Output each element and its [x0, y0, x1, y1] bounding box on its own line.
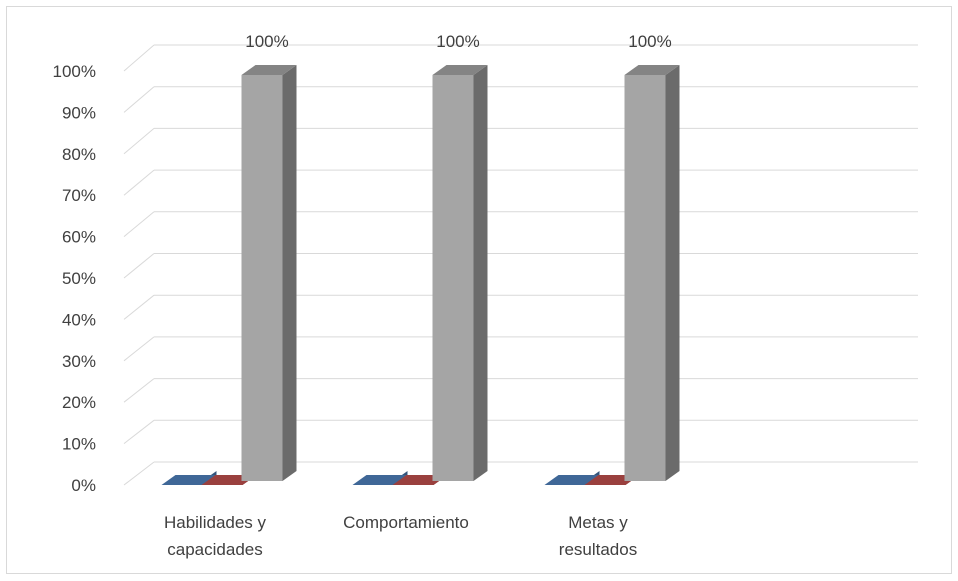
bar: [432, 75, 474, 481]
bar-side: [665, 65, 680, 481]
gridline-depth: [123, 378, 155, 403]
data-label: 100%: [436, 32, 479, 51]
y-tick-label: 50%: [62, 269, 96, 288]
y-tick-label: 90%: [62, 103, 96, 122]
y-tick-label: 20%: [62, 393, 96, 412]
bar: [241, 75, 283, 481]
bar-top: [624, 65, 680, 75]
data-label: 100%: [628, 32, 671, 51]
y-tick-label: 0%: [71, 476, 96, 495]
gridline-depth: [123, 419, 155, 444]
bar-side: [473, 65, 488, 481]
y-tick-label: 80%: [62, 145, 96, 164]
gridline-depth: [123, 169, 155, 196]
x-tick-label: Comportamiento: [343, 513, 469, 532]
x-tick-label: capacidades: [167, 540, 262, 559]
data-label: 100%: [245, 32, 288, 51]
x-tick-label: Habilidades y: [164, 513, 267, 532]
y-tick-label: 60%: [62, 228, 96, 247]
bar-top: [544, 475, 600, 485]
bar-top: [161, 475, 217, 485]
gridline-depth: [123, 336, 155, 362]
bar-top: [432, 65, 488, 75]
bar-top: [352, 475, 408, 485]
gridline-depth: [123, 86, 155, 113]
bar-side: [282, 65, 297, 481]
y-tick-label: 40%: [62, 310, 96, 329]
bar: [624, 75, 666, 481]
y-tick-label: 100%: [53, 62, 96, 81]
gridline-depth: [123, 461, 155, 486]
y-tick-label: 70%: [62, 186, 96, 205]
gridline-depth: [123, 128, 155, 155]
y-tick-label: 10%: [62, 435, 96, 454]
gridline-depth: [123, 294, 155, 320]
gridline-depth: [123, 253, 155, 279]
gridline-depth: [123, 211, 155, 237]
bar-top: [241, 65, 297, 75]
y-tick-label: 30%: [62, 352, 96, 371]
x-tick-label: Metas y: [568, 513, 628, 532]
gridline-depth: [123, 44, 155, 72]
x-tick-label: resultados: [559, 540, 637, 559]
